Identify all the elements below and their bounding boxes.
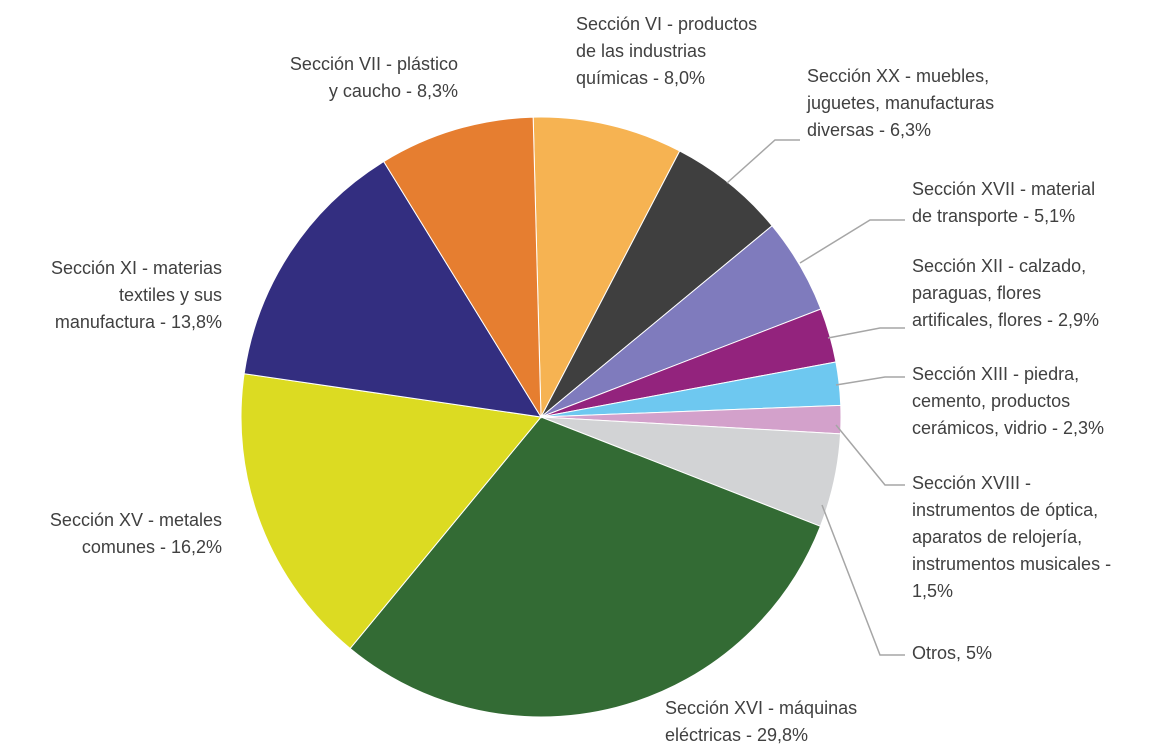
slice-label: Sección XI - materias textiles y sus manuf… — [51, 258, 222, 332]
slice-label: Sección VI - productos de las industrias q… — [576, 14, 757, 88]
slice-label-line: Sección VI - productos — [576, 14, 757, 34]
slice-label-line: 1,5% — [912, 581, 953, 601]
slice-label-line: diversas - 6,3% — [807, 120, 931, 140]
slice-label-line: y caucho - 8,3% — [329, 81, 458, 101]
slice-label: Otros, 5% — [912, 643, 992, 663]
slice-label-line: Sección XVIII - — [912, 473, 1031, 493]
slice-label-line: manufactura - 13,8% — [55, 312, 222, 332]
pie-slice — [383, 116, 542, 419]
leader-line — [827, 327, 905, 339]
slice-label-line: artificales, flores - 2,9% — [912, 310, 1099, 330]
leader-line — [799, 219, 905, 264]
slice-label-line: aparatos de relojería, — [912, 527, 1082, 547]
slice-label: Sección XVI - máquinas eléctricas - 29,8% — [665, 698, 857, 745]
slice-label-line: de transporte - 5,1% — [912, 206, 1075, 226]
pie-slice — [349, 416, 822, 718]
leader-line — [821, 504, 905, 656]
slice-label-line: paraguas, flores — [912, 283, 1041, 303]
slice-label-line: eléctricas - 29,8% — [665, 725, 808, 745]
slice-label: Sección XV - metales comunes - 16,2% — [50, 510, 222, 557]
slice-label: Sección XVIII - instrumentos de óptica, ap… — [912, 473, 1111, 601]
slice-label: Sección XIII - piedra, cemento, productos… — [912, 364, 1104, 438]
slice-label: Sección XVII - material de transporte - 5… — [912, 179, 1095, 226]
slice-label-line: Sección VII - plástico — [290, 54, 458, 74]
slice-label-line: Sección XVI - máquinas — [665, 698, 857, 718]
slice-label-line: Sección XIII - piedra, — [912, 364, 1079, 384]
slice-label-line: cemento, productos — [912, 391, 1070, 411]
pie-slice — [532, 116, 681, 419]
slice-label-line: textiles y sus — [119, 285, 222, 305]
slice-label-line: de las industrias — [576, 41, 706, 61]
leader-line — [835, 424, 905, 486]
slice-label-line: Sección XVII - material — [912, 179, 1095, 199]
pie-slice — [540, 150, 773, 418]
slice-label-line: químicas - 8,0% — [576, 68, 705, 88]
pie-slice — [243, 160, 542, 418]
leader-line — [726, 139, 800, 184]
slice-label: Sección XII - calzado, paraguas, flores ar… — [912, 256, 1099, 330]
slice-label-line: juguetes, manufacturas — [806, 93, 994, 113]
slice-label-line: Sección XX - muebles, — [807, 66, 989, 86]
slice-label-line: instrumentos musicales - — [912, 554, 1111, 574]
slice-label-line: Sección XV - metales — [50, 510, 222, 530]
slice-label-line: comunes - 16,2% — [82, 537, 222, 557]
pie-slice — [240, 373, 542, 650]
leader-line — [835, 376, 905, 386]
slice-label-line: Sección XI - materias — [51, 258, 222, 278]
slice-label-line: Otros, 5% — [912, 643, 992, 663]
slice-label: Sección VII - plástico y caucho - 8,3% — [290, 54, 458, 101]
slice-label-line: Sección XII - calzado, — [912, 256, 1086, 276]
slice-label: Sección XX - muebles, juguetes, manufactu… — [806, 66, 994, 140]
slice-label-line: instrumentos de óptica, — [912, 500, 1098, 520]
slice-label-line: cerámicos, vidrio - 2,3% — [912, 418, 1104, 438]
